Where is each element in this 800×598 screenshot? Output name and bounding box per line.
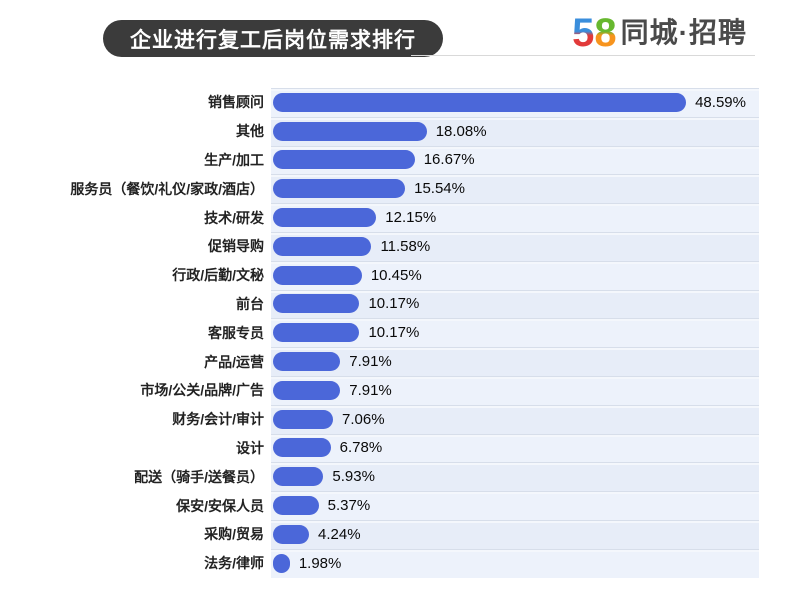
- bar-row: 生产/加工 16.67%: [0, 145, 800, 175]
- bar-category-label: 销售顾问: [208, 94, 264, 111]
- bar-track: 10.45%: [271, 260, 759, 290]
- bar-track: 11.58%: [271, 231, 759, 261]
- bar-value-label: 4.24%: [318, 525, 361, 543]
- bar-chart: 销售顾问 48.59% 其他 18.08% 生产/加工 16.67% 服务员（餐…: [0, 88, 800, 578]
- bar-category-label: 促销导购: [208, 238, 264, 255]
- bar-value-label: 12.15%: [385, 209, 437, 227]
- bar-track: 7.91%: [271, 347, 759, 376]
- bar-track: 4.24%: [271, 519, 759, 549]
- brand-logo: 5 8 同城·招聘: [572, 13, 747, 53]
- bar-category-label: 市场/公关/品牌/广告: [140, 382, 264, 399]
- bar: [273, 265, 362, 285]
- header: 企业进行复工后岗位需求排行 5 8 同城·招聘: [0, 0, 800, 88]
- bar: [273, 294, 360, 314]
- bar-category-label: 服务员（餐饮/礼仪/家政/酒店）: [70, 180, 264, 197]
- bar-value-label: 11.58%: [380, 237, 431, 255]
- logo-brand-text: 同城·招聘: [620, 17, 747, 48]
- bar-value-label: 16.67%: [423, 151, 475, 169]
- bar-track: 18.08%: [271, 116, 759, 146]
- bar-track: 7.06%: [271, 404, 759, 434]
- bar-track: 7.91%: [271, 375, 759, 405]
- bar: [273, 179, 406, 199]
- bar-value-label: 18.08%: [435, 122, 487, 140]
- bar-row: 市场/公关/品牌/广告 7.91%: [0, 375, 800, 405]
- bar-value-label: 6.78%: [339, 439, 383, 457]
- bar-category-label: 客服专员: [208, 324, 264, 341]
- bar: [273, 467, 324, 487]
- bar: [273, 208, 377, 228]
- bar-category-label: 技术/研发: [204, 209, 264, 226]
- bar-row: 促销导购 11.58%: [0, 231, 800, 261]
- bar: [273, 409, 334, 429]
- bar: [273, 121, 427, 141]
- bar-row: 行政/后勤/文秘 10.45%: [0, 260, 800, 290]
- bar-row: 配送（骑手/送餐员） 5.93%: [0, 462, 800, 492]
- bar-category-label: 行政/后勤/文秘: [172, 267, 264, 284]
- bar-category-label: 产品/运营: [204, 353, 264, 370]
- bar-track: 5.37%: [271, 491, 759, 520]
- bar-category-label: 设计: [236, 439, 264, 456]
- bar: [273, 323, 360, 343]
- bar-value-label: 5.37%: [327, 497, 371, 515]
- bar: [273, 236, 372, 256]
- bar-track: 12.15%: [271, 203, 759, 232]
- bar-rows: 销售顾问 48.59% 其他 18.08% 生产/加工 16.67% 服务员（餐…: [0, 88, 800, 578]
- bar-track: 10.17%: [271, 289, 759, 319]
- bar-track: 5.93%: [271, 462, 759, 492]
- bar-category-label: 配送（骑手/送餐员）: [134, 468, 264, 485]
- bar-row: 产品/运营 7.91%: [0, 347, 800, 376]
- bar-row: 其他 18.08%: [0, 116, 800, 146]
- bar-row: 保安/安保人员 5.37%: [0, 491, 800, 520]
- bar-track: 15.54%: [271, 174, 759, 204]
- bar-value-label: 5.93%: [332, 468, 375, 486]
- bar-value-label: 48.59%: [695, 93, 746, 111]
- bar-category-label: 财务/会计/审计: [172, 411, 264, 428]
- bar-row: 采购/贸易 4.24%: [0, 519, 800, 549]
- bar-value-label: 15.54%: [414, 180, 465, 198]
- bar: [273, 438, 331, 458]
- bar-track: 6.78%: [271, 433, 759, 463]
- bar: [273, 92, 687, 112]
- bar-value-label: 10.45%: [370, 266, 422, 284]
- bar-row: 技术/研发 12.15%: [0, 203, 800, 232]
- bar-row: 设计 6.78%: [0, 433, 800, 463]
- bar-category-label: 前台: [236, 295, 264, 312]
- bar-row: 前台 10.17%: [0, 289, 800, 319]
- bar-row: 法务/律师 1.98%: [0, 548, 800, 578]
- bar-value-label: 7.91%: [349, 353, 392, 371]
- bar-row: 财务/会计/审计 7.06%: [0, 404, 800, 434]
- bar-category-label: 生产/加工: [204, 151, 264, 168]
- bar-track: 16.67%: [271, 145, 759, 175]
- bar-category-label: 采购/贸易: [204, 526, 264, 543]
- bar: [273, 352, 341, 372]
- bar-category-label: 法务/律师: [204, 555, 264, 572]
- bar-row: 服务员（餐饮/礼仪/家政/酒店） 15.54%: [0, 174, 800, 204]
- header-divider: [411, 55, 755, 56]
- page-title: 企业进行复工后岗位需求排行: [103, 20, 443, 57]
- bar-category-label: 其他: [236, 123, 264, 140]
- bar: [273, 496, 319, 516]
- logo-digit-8: 8: [594, 11, 617, 55]
- bar-value-label: 7.91%: [349, 381, 392, 399]
- logo-digit-5: 5: [572, 11, 595, 55]
- bar: [273, 553, 290, 573]
- bar: [273, 524, 310, 544]
- bar-row: 销售顾问 48.59%: [0, 88, 800, 117]
- bar-row: 客服专员 10.17%: [0, 318, 800, 348]
- bar: [273, 150, 415, 170]
- bar-track: 10.17%: [271, 318, 759, 348]
- page-title-text: 企业进行复工后岗位需求排行: [130, 28, 416, 52]
- bar-category-label: 保安/安保人员: [176, 497, 264, 514]
- bar-track: 48.59%: [271, 88, 759, 117]
- bar-value-label: 10.17%: [368, 324, 420, 342]
- bar-value-label: 7.06%: [342, 410, 385, 428]
- bar-value-label: 1.98%: [298, 554, 342, 572]
- bar: [273, 380, 341, 400]
- bar-track: 1.98%: [271, 548, 759, 578]
- bar-value-label: 10.17%: [368, 295, 420, 313]
